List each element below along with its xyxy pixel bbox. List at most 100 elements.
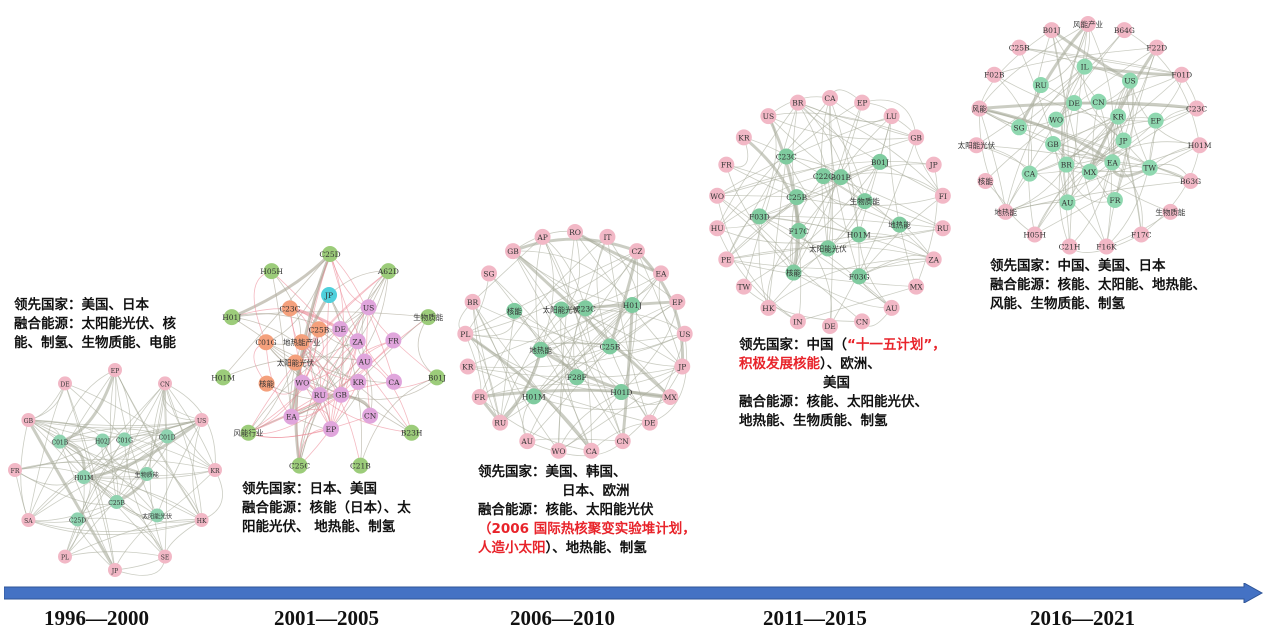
fusion-label: 融合能源： [14,316,82,332]
node-label: C01D [159,434,176,441]
fusion-label: 融合能源： [242,500,310,516]
node-circle [1090,93,1107,110]
network-node: GB [21,413,36,427]
network-edge [465,250,638,335]
node-label: A62D [377,267,399,276]
network-edge [915,164,938,287]
node-circle [1026,226,1043,243]
network-edge [467,333,685,368]
network-edge [64,383,166,557]
node-circle [457,325,474,342]
node-circle [356,353,373,370]
network-edge [28,519,202,535]
network-edge [743,286,863,322]
network-edge [479,388,671,399]
node-label: GB [24,418,34,425]
network-edge [114,515,158,571]
node-circle [58,376,72,391]
network-edge [716,175,824,229]
network-edge [64,383,216,471]
network-node: FR [1106,192,1123,209]
network-node: CN [1090,93,1107,110]
network-node: 生物质能 [135,467,159,482]
network-node: MX [662,389,679,405]
node-circle [139,467,154,482]
node-label: F16K [1096,242,1117,251]
node-label: 生物质能 [413,312,443,322]
network-node: H05H [260,263,283,280]
node-label: US [1124,77,1135,86]
network-node: EA [1104,154,1121,171]
node-circle [1076,58,1093,75]
node-circle [908,278,925,295]
network-node: 地热能 [994,203,1017,220]
node-circle [1147,112,1164,129]
node-circle [1116,22,1133,39]
network-edge [1067,108,1197,203]
node-label: C25C [289,462,310,471]
node-label: 核能 [507,306,522,316]
node-label: F03G [849,272,870,281]
node-label: RU [314,391,326,400]
node-label: GB [910,133,922,142]
network-node: H01J [623,297,642,314]
network-node: 太阳能光伏 [809,240,847,257]
network-node: AP [534,228,551,245]
node-circle [352,457,369,474]
network-edge [64,551,166,557]
network-edge [512,250,624,442]
network-edge [83,469,216,480]
node-circle [1121,72,1138,89]
node-circle [428,369,445,386]
node-label: PL [460,330,470,339]
network-edge [542,236,592,451]
node-label: AU [520,437,533,446]
node-circle [150,508,165,523]
network-node: DE [332,320,349,337]
network-node: 核能 [506,302,523,319]
network-edge [472,301,592,452]
node-label: LU [886,112,897,121]
node-circle [550,442,567,459]
node-label: CA [1024,170,1036,179]
network-edge [759,216,892,309]
network-node: C23C [575,300,596,317]
node-circle [760,299,777,316]
node-label: 太阳能光伏 [142,512,172,520]
node-circle [360,299,377,316]
network-node: CA [385,373,402,390]
node-circle [709,220,726,237]
network-edge [542,236,624,442]
node-label: C25B [786,193,807,202]
node-circle [819,240,836,257]
network-edge [28,419,202,429]
network-edge [979,29,1052,109]
network-edge [64,383,116,571]
node-circle [1058,156,1075,173]
node-label: C01G [255,338,276,347]
network-node: F01D [1171,66,1192,83]
node-label: FI [939,192,947,201]
node-label: JP [111,568,118,575]
node-label: F01D [1171,71,1192,80]
network-node: C21H [1059,238,1081,255]
node-circle [281,300,298,317]
network-node: US [676,325,693,342]
network-edge [28,419,202,521]
network-edge [472,301,559,452]
node-label: EP [111,368,119,375]
network-edge [59,441,166,557]
network-node: HK [194,513,209,527]
node-circle [95,433,110,448]
leading-label: 领先国家： [14,297,82,313]
node-circle [934,220,951,237]
network-edge [64,519,202,557]
network-node: 太阳能光伏 [277,354,315,371]
network-node: EP [669,293,686,310]
node-circle [1059,194,1076,211]
network-edge [717,195,797,198]
node-label: 太阳能光伏 [277,357,315,367]
node-label: EA [1107,158,1118,167]
node-circle [1106,192,1123,209]
fusion-energy-cont: ）、地热能、制氢 [545,540,647,556]
